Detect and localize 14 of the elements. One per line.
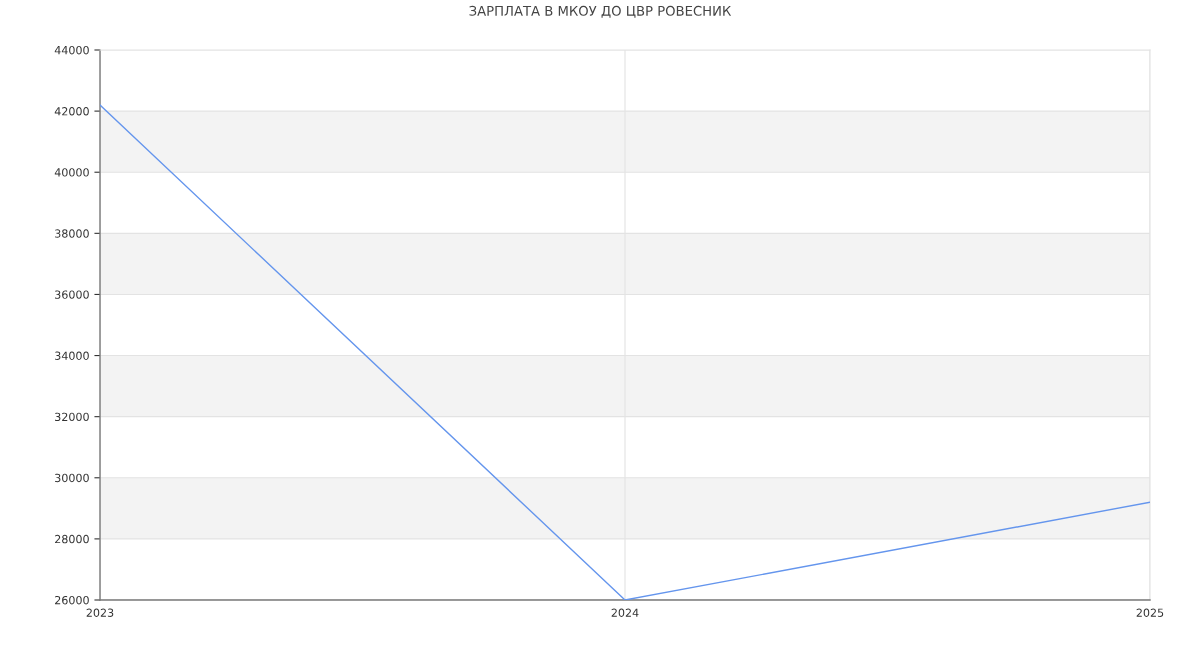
y-tick-label: 28000 — [55, 534, 89, 544]
x-tick-label: 2024 — [611, 608, 639, 617]
y-tick-label: 32000 — [55, 412, 89, 422]
y-tick-label: 36000 — [55, 290, 89, 299]
y-tick-label: 30000 — [55, 473, 89, 483]
y-tick-label: 44000 — [54, 45, 89, 55]
chart-title: ЗАРПЛАТА В МКОУ ДО ЦВР РОВЕСНИК — [469, 5, 732, 18]
y-tick-label: 26000 — [55, 595, 89, 605]
y-tick-label: 38000 — [55, 229, 89, 238]
y-tick-label: 42000 — [54, 107, 89, 116]
y-tick-label: 34000 — [55, 351, 89, 360]
x-tick-label: 2025 — [1136, 608, 1164, 617]
y-tick-label: 40000 — [54, 168, 89, 177]
x-tick-label: 2023 — [86, 608, 114, 617]
